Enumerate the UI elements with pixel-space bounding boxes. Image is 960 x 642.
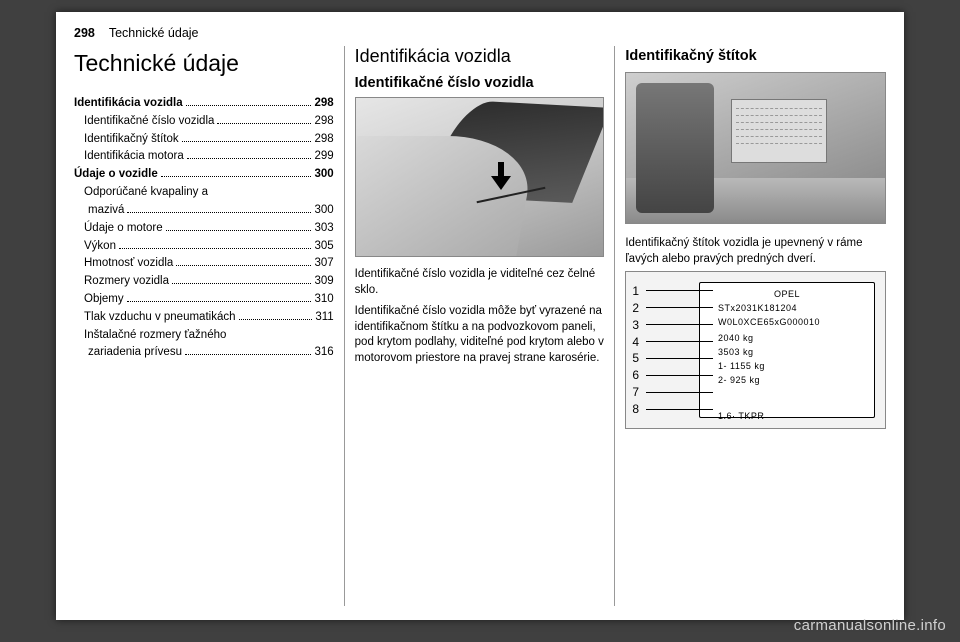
toc-item: mazivá300 [74, 202, 334, 220]
callout-number: 8 [632, 402, 646, 416]
toc-item: Objemy310 [74, 291, 334, 309]
leader-line [646, 409, 713, 410]
leader-line [646, 290, 713, 291]
leader-line [646, 324, 713, 325]
figure-label-diagram: 1 2 3 4 5 6 7 8 OPEL STx2031K181204 W0L0XCE65xG00… [625, 271, 886, 429]
plate-row: 1- 1155 kg [718, 361, 866, 371]
page-header: 298 Technické údaje [74, 26, 886, 40]
subheading-id-plate: Identifikačný štítok [625, 48, 886, 64]
callout-number: 6 [632, 368, 646, 382]
arrow-down-icon [491, 162, 511, 190]
leader-line [646, 307, 713, 308]
callout-number: 5 [632, 351, 646, 365]
callout-number: 2 [632, 301, 646, 315]
heading-identification: Identifikácia vozidla [355, 46, 605, 67]
page-number: 298 [74, 26, 95, 40]
column-3: Identifikačný štítok Identifikačný štíto… [615, 46, 886, 606]
callout-number: 7 [632, 385, 646, 399]
plate-row: W0L0XCE65xG000010 [718, 317, 866, 327]
toc-item: Údaje o motore303 [74, 220, 334, 238]
table-of-contents: Identifikácia vozidla298Identifikačné čí… [74, 95, 334, 362]
toc-item: Identifikácia vozidla298 [74, 95, 334, 113]
plate-row: 2- 925 kg [718, 375, 866, 385]
columns: Technické údaje Identifikácia vozidla298… [74, 46, 886, 606]
callout-number: 1 [632, 284, 646, 298]
callout-number: 4 [632, 335, 646, 349]
leader-line [646, 375, 713, 376]
toc-item: Inštalačné rozmery ťažného [74, 327, 334, 345]
paragraph-plate: Identifikačný štítok vozidla je upevnený… [625, 236, 886, 267]
column-1: Technické údaje Identifikácia vozidla298… [74, 46, 345, 606]
hood-shape [355, 136, 537, 257]
plate-row: STx2031K181204 [718, 303, 866, 313]
figure-windshield-vin [355, 97, 605, 257]
column-2: Identifikácia vozidla Identifikačné čísl… [345, 46, 616, 606]
subheading-vin: Identifikačné číslo vozidla [355, 75, 605, 91]
plate-row: 2040 kg [718, 333, 866, 343]
toc-item: Identifikačné číslo vozidla298 [74, 113, 334, 131]
paragraph-vin-1: Identifikačné číslo vozidla je viditeľné… [355, 267, 605, 298]
door-inner-shape [636, 83, 714, 213]
section-label: Technické údaje [109, 26, 199, 40]
leader-line [646, 341, 713, 342]
leader-line [646, 392, 713, 393]
chapter-title: Technické údaje [74, 50, 334, 77]
toc-item: Rozmery vozidla309 [74, 273, 334, 291]
callout-number: 3 [632, 318, 646, 332]
toc-item: Identifikácia motora299 [74, 148, 334, 166]
toc-item: Výkon305 [74, 238, 334, 256]
toc-item: Odporúčané kvapaliny a [74, 184, 334, 202]
watermark: carmanualsonline.info [794, 617, 946, 634]
callout-numbers: 1 2 3 4 5 6 7 8 [632, 284, 646, 416]
plate-brand: OPEL [700, 289, 874, 299]
page: 298 Technické údaje Technické údaje Iden… [56, 12, 904, 620]
label-rectangle: OPEL STx2031K181204 W0L0XCE65xG000010 2040 … [699, 282, 875, 418]
plate-row: 1.6· TKPR [718, 411, 866, 421]
paragraph-vin-2: Identifikačné číslo vozidla môže byť vyr… [355, 304, 605, 366]
leader-line [646, 358, 713, 359]
toc-item: zariadenia prívesu316 [74, 344, 334, 362]
toc-item: Hmotnosť vozidla307 [74, 255, 334, 273]
toc-item: Tlak vzduchu v pneumatikách311 [74, 309, 334, 327]
toc-item: Identifikačný štítok298 [74, 131, 334, 149]
plate-row: 3503 kg [718, 347, 866, 357]
toc-item: Údaje o vozidle300 [74, 166, 334, 184]
id-plate-shape [731, 99, 827, 163]
figure-door-plate [625, 72, 886, 224]
